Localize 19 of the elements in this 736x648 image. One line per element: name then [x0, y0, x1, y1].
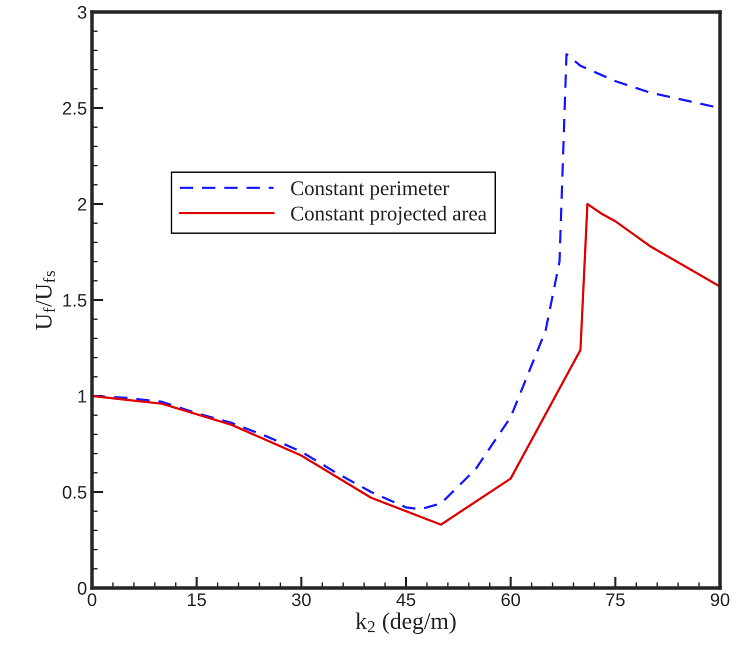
y-tick-label: 0 — [78, 582, 86, 595]
y-tick-label: 1.5 — [63, 294, 86, 307]
x-tick-label: 90 — [710, 593, 730, 606]
y-axis-title: U$_{f}$/U$_{fs}$ — [36, 271, 55, 330]
x-tick-label: 45 — [396, 594, 416, 606]
y-tick-label: 2 — [78, 198, 86, 211]
legend-label: Constant perimeter — [291, 181, 450, 200]
y-tick-label: 0.5 — [62, 486, 86, 499]
y-tick-label: 2.5 — [62, 102, 86, 115]
x-tick-label: 75 — [606, 594, 625, 606]
x-tick-label: 0 — [88, 593, 96, 606]
y-tick-label: 1 — [78, 390, 86, 403]
x-tick-label: 30 — [292, 593, 311, 606]
x-tick-label: 60 — [502, 593, 520, 606]
line-series — [92, 202, 720, 526]
legend-label: Constant projected area — [291, 206, 487, 225]
x-axis-title: k$_{2}$ (deg/m) — [356, 612, 456, 634]
y-tick-label: 3 — [78, 6, 86, 19]
x-tick-label: 15 — [188, 594, 206, 606]
